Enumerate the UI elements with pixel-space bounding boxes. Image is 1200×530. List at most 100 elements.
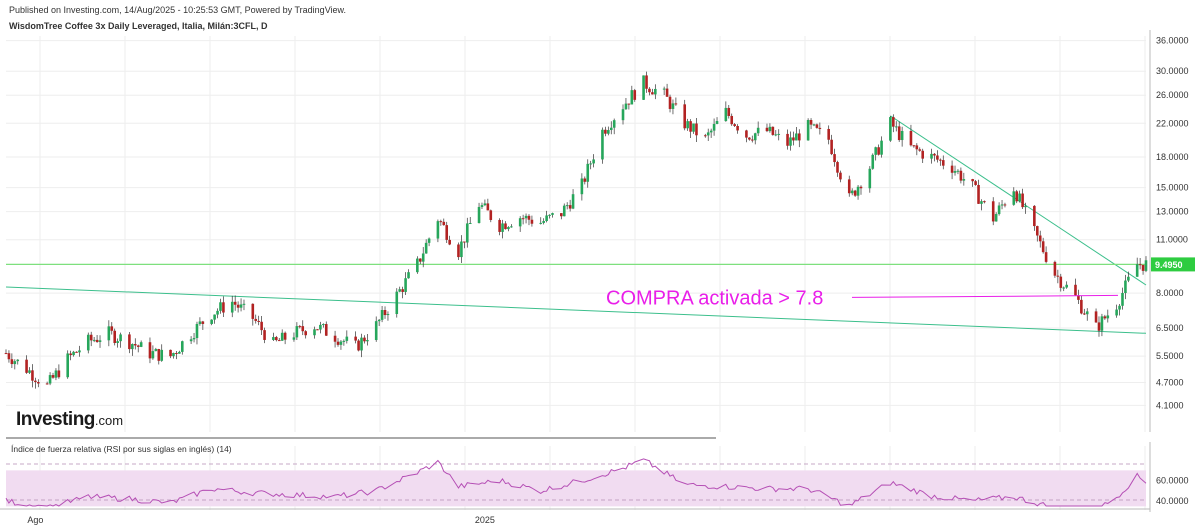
candle-down xyxy=(918,149,922,151)
candle-up xyxy=(242,303,246,305)
candle-down xyxy=(304,331,307,336)
candle-down xyxy=(336,341,340,345)
candle-up xyxy=(607,130,610,134)
candle-up xyxy=(777,133,781,135)
y-tick-label: 15.0000 xyxy=(1156,183,1189,193)
candle-down xyxy=(169,349,172,357)
candle-down xyxy=(489,210,493,220)
candle-up xyxy=(480,205,484,207)
candle-down xyxy=(1077,295,1080,300)
x-tick-label: Ago xyxy=(27,515,43,525)
candle-down xyxy=(736,125,739,131)
candle-down xyxy=(830,139,833,155)
y-tick-label: 18.0000 xyxy=(1156,152,1189,162)
last-price-tag xyxy=(1151,257,1195,272)
candle-down xyxy=(333,335,337,342)
candle-up xyxy=(427,238,431,243)
candle-up xyxy=(592,159,595,164)
candle-up xyxy=(724,107,728,122)
candle-up xyxy=(86,334,90,351)
candle-up xyxy=(671,103,675,109)
candle-up xyxy=(1144,260,1148,271)
candle-up xyxy=(295,326,299,338)
candle-down xyxy=(836,162,839,173)
candle-down xyxy=(236,304,240,308)
candle-up xyxy=(98,340,102,343)
candle-down xyxy=(683,104,687,129)
candle-down xyxy=(689,121,692,132)
y-tick-label: 13.0000 xyxy=(1156,207,1189,217)
candle-down xyxy=(977,184,980,204)
candle-down xyxy=(853,190,857,196)
candle-down xyxy=(971,179,974,182)
candle-down xyxy=(1053,261,1057,276)
candle-up xyxy=(880,140,883,155)
candle-down xyxy=(448,239,451,245)
candle-down xyxy=(1035,226,1039,236)
candle-down xyxy=(113,330,117,343)
candle-down xyxy=(1094,311,1098,323)
candle-up xyxy=(756,127,760,134)
candle-up xyxy=(507,227,510,230)
candle-down xyxy=(439,221,443,223)
candle-down xyxy=(257,320,260,322)
candle-down xyxy=(1033,205,1036,227)
candle-down xyxy=(1138,264,1142,266)
candle-down xyxy=(991,201,995,222)
candle-up xyxy=(774,134,778,136)
candle-up xyxy=(213,314,216,320)
candle-down xyxy=(648,88,651,93)
candle-up xyxy=(562,205,566,217)
candle-up xyxy=(621,109,625,121)
candle-down xyxy=(1041,241,1045,253)
candle-up xyxy=(116,341,119,343)
candle-down xyxy=(486,203,490,211)
candle-up xyxy=(930,153,933,159)
candle-down xyxy=(1097,322,1101,331)
candle-up xyxy=(856,186,860,196)
candle-down xyxy=(933,153,936,156)
candle-up xyxy=(612,120,616,128)
candle-up xyxy=(436,221,440,239)
candle-up xyxy=(395,291,399,315)
candle-up xyxy=(366,340,369,342)
candle-up xyxy=(78,350,81,353)
candle-up xyxy=(1106,315,1110,319)
candle-down xyxy=(651,92,654,95)
candle-up xyxy=(953,171,957,173)
investing-logo: Investing.com xyxy=(16,409,123,431)
candle-down xyxy=(833,154,836,163)
candle-down xyxy=(941,160,945,166)
candle-up xyxy=(292,337,296,340)
candle-up xyxy=(586,163,590,182)
candle-down xyxy=(31,370,34,381)
candle-down xyxy=(34,380,37,383)
candle-up xyxy=(642,75,645,100)
candle-down xyxy=(324,324,328,336)
candle-down xyxy=(897,126,901,141)
candle-up xyxy=(654,88,657,95)
candle-up xyxy=(795,133,798,141)
candle-up xyxy=(624,103,628,110)
candle-down xyxy=(7,353,11,360)
candle-up xyxy=(662,88,666,90)
candle-down xyxy=(463,241,466,243)
candle-up xyxy=(398,289,402,292)
candle-down xyxy=(771,126,775,135)
candle-down xyxy=(254,318,258,321)
candle-up xyxy=(139,342,143,347)
candle-up xyxy=(868,168,872,189)
candle-up xyxy=(997,205,1001,215)
candle-down xyxy=(912,145,916,147)
candle-down xyxy=(695,123,698,136)
candle-down xyxy=(633,90,637,100)
candle-down xyxy=(1141,264,1145,271)
candle-down xyxy=(583,178,587,182)
candle-down xyxy=(89,334,93,341)
candle-down xyxy=(1056,275,1060,277)
candle-up xyxy=(468,223,472,225)
y-tick-label: 26.0000 xyxy=(1156,90,1189,100)
candle-up xyxy=(28,370,31,373)
candle-up xyxy=(980,201,983,204)
candle-up xyxy=(1024,205,1027,208)
